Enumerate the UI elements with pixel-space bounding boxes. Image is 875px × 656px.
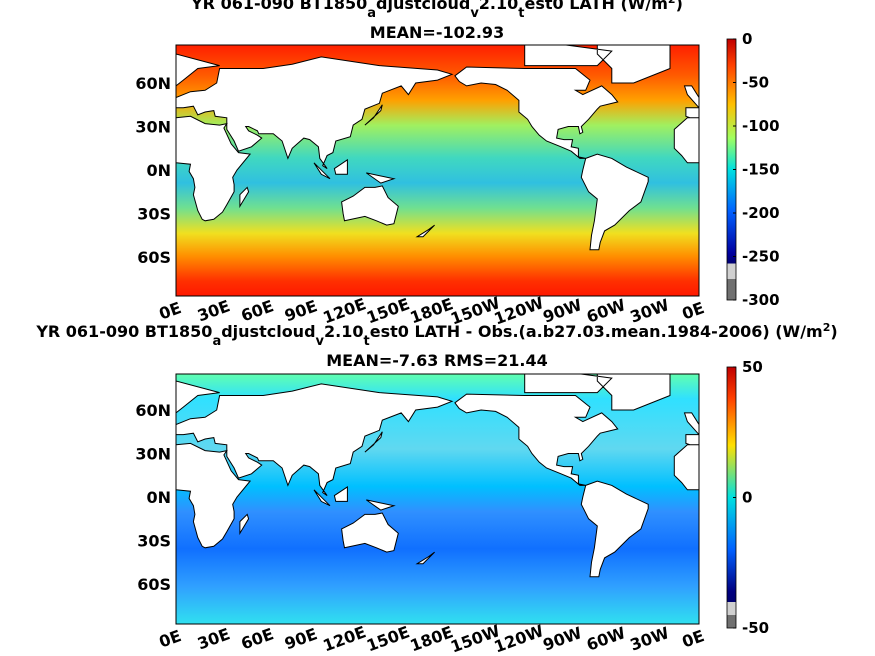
- title-part: djustcloud: [221, 322, 315, 341]
- lon-label: 0E: [680, 626, 707, 651]
- land: [176, 374, 699, 578]
- title-part: v: [316, 334, 325, 349]
- lon-label: 0E: [680, 298, 707, 323]
- lon-label: 30E: [195, 624, 233, 653]
- title-part: 2.10: [479, 0, 518, 13]
- title-part: a: [212, 334, 221, 349]
- title-part: est0 LATH - Obs.(a.b27.03.mean.1984-2006…: [370, 322, 823, 341]
- panel-subtitle: MEAN=-7.63 RMS=21.44: [326, 351, 548, 370]
- title-part: 2: [823, 321, 831, 334]
- lat-label: 60S: [137, 575, 171, 594]
- colorbar-label: -150: [742, 161, 780, 179]
- lon-label: 30W: [628, 623, 672, 655]
- lon-label: 150E: [364, 622, 412, 655]
- lon-label: 120E: [320, 622, 368, 655]
- title-part: v: [470, 6, 479, 21]
- title-part: YR 061-090 BT1850: [190, 0, 367, 13]
- panel-title: YR 061-090 BT1850adjustcloudv2.10test0 L…: [190, 0, 683, 21]
- colorbar-label: 0: [742, 30, 752, 48]
- lon-label: 0E: [157, 298, 184, 323]
- lon-label: 0E: [157, 626, 184, 651]
- title-part: 2: [668, 0, 676, 6]
- lat-label: 60S: [137, 248, 171, 267]
- map-frame: [175, 44, 700, 297]
- lat-label: 0N: [146, 488, 171, 507]
- lon-label: 120W: [492, 621, 547, 656]
- lat-label: 0N: [146, 161, 171, 180]
- colorbar-label: -100: [742, 117, 780, 135]
- title-part: t: [518, 6, 524, 21]
- panel-subtitle: MEAN=-102.93: [370, 23, 504, 42]
- lat-label: 30S: [137, 205, 171, 224]
- lat-label: 30S: [137, 532, 171, 551]
- title-part: djustcloud: [376, 0, 470, 13]
- lon-label: 90E: [282, 624, 320, 653]
- land: [176, 45, 699, 251]
- title-part: ): [676, 0, 683, 13]
- title-part: YR 061-090 BT1850: [35, 322, 212, 341]
- lat-label: 60N: [135, 401, 171, 420]
- panel-title: YR 061-090 BT1850adjustcloudv2.10test0 L…: [35, 321, 837, 349]
- lon-label: 60E: [238, 624, 276, 653]
- colorbar-label: -50: [742, 619, 769, 637]
- colorbar-label: 0: [742, 489, 752, 507]
- lat-label: 60N: [135, 74, 171, 93]
- title-part: t: [364, 334, 370, 349]
- lon-label: 60W: [584, 623, 628, 655]
- colorbar-label: -250: [742, 248, 780, 266]
- title-part: a: [367, 6, 376, 21]
- lon-label: 90W: [540, 623, 584, 655]
- colorbar-label: -300: [742, 291, 780, 309]
- title-part: est0 LATH (W/m: [525, 0, 668, 13]
- colorbar-label: 50: [742, 358, 763, 376]
- lat-label: 30N: [135, 445, 171, 464]
- colorbar-label: -200: [742, 204, 780, 222]
- colorbar-label: -50: [742, 74, 769, 92]
- lat-label: 30N: [135, 118, 171, 137]
- map-frame: [175, 373, 700, 625]
- title-part: 2.10: [324, 322, 363, 341]
- title-part: ): [830, 322, 837, 341]
